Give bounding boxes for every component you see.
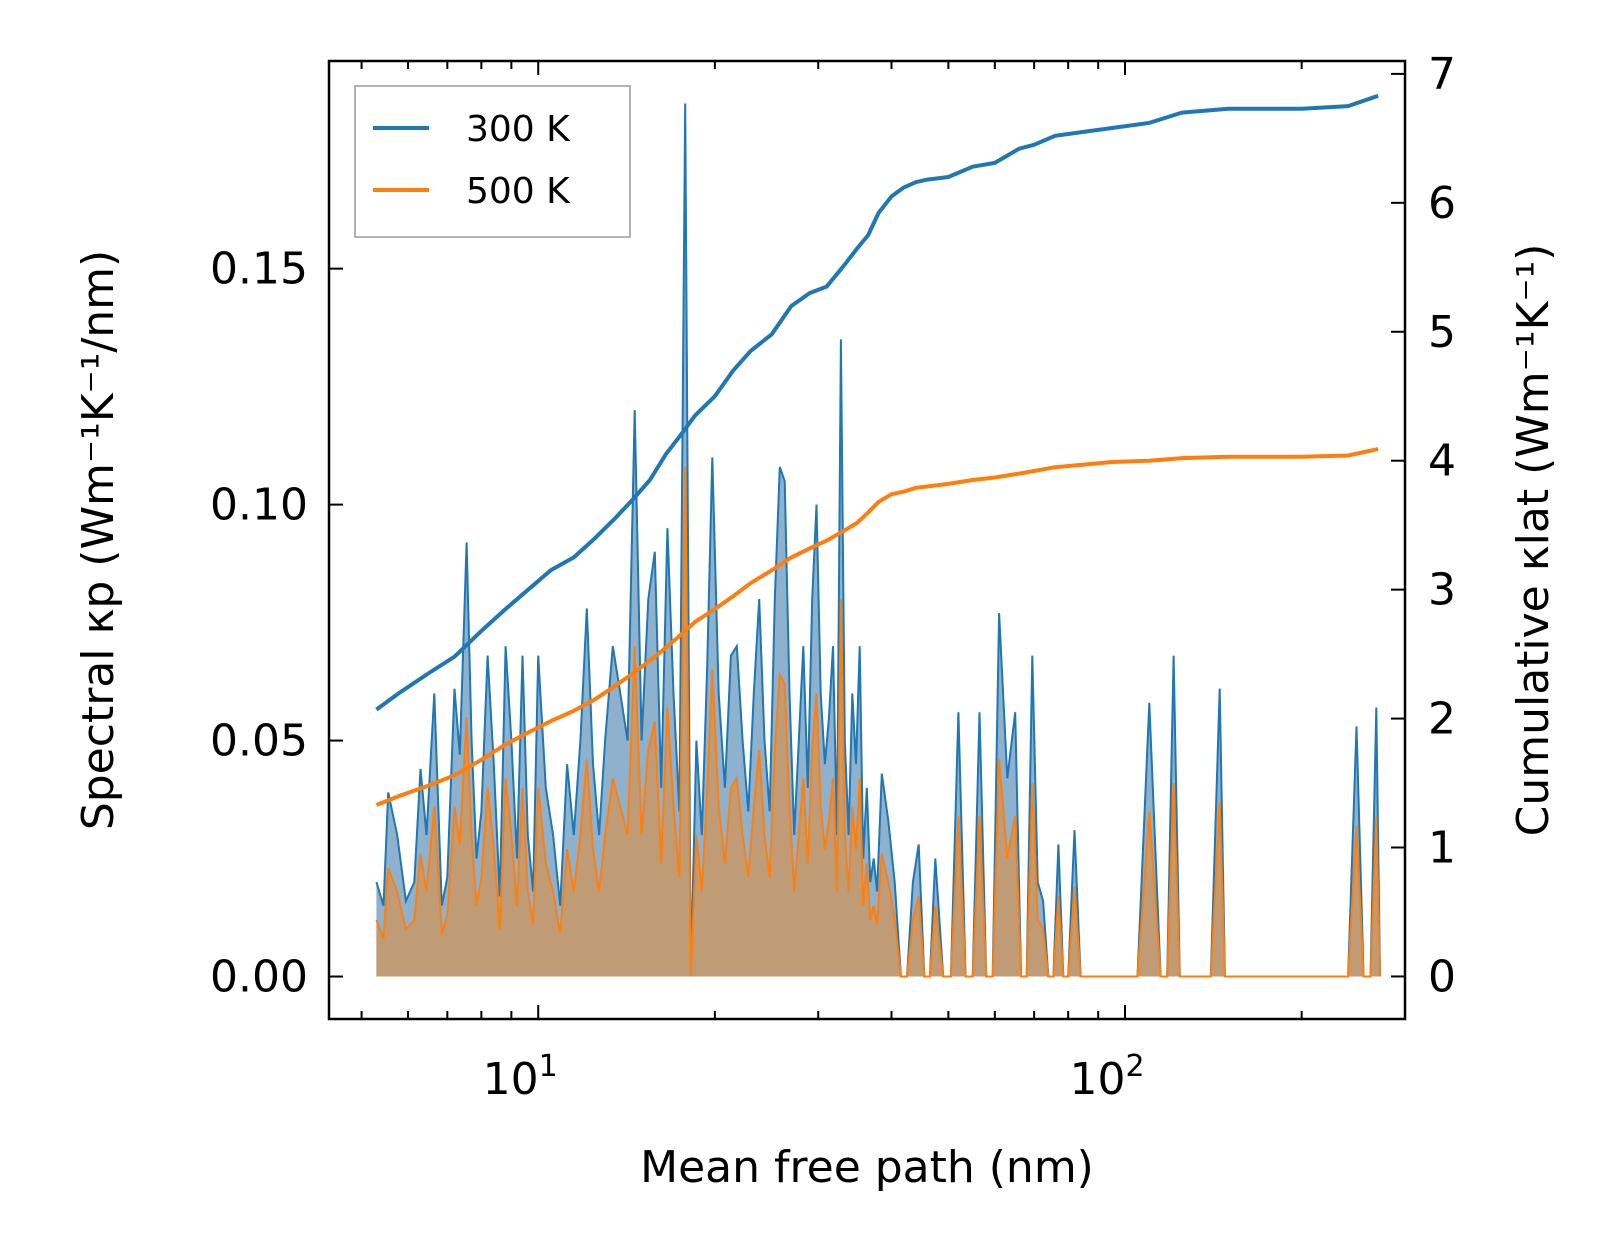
y-right-tick-label: 1 bbox=[1428, 823, 1456, 874]
y-right-tick-label: 3 bbox=[1428, 565, 1456, 616]
cumulative-line-300k bbox=[375, 93, 1379, 712]
y-left-tick-label: 0.10 bbox=[210, 480, 308, 531]
y-left-tick-label: 0.05 bbox=[210, 716, 308, 767]
ticks-layer bbox=[329, 61, 1406, 1019]
y-left-tick-label: 0.00 bbox=[210, 952, 308, 1003]
y-right-tick-label: 0 bbox=[1428, 951, 1456, 1002]
plot-frame bbox=[327, 59, 1407, 1021]
cumulative-line-500k bbox=[375, 447, 1379, 807]
y-right-tick-label: 7 bbox=[1428, 49, 1456, 100]
spectral-layer bbox=[375, 103, 1381, 978]
legend-label-300k: 300 K bbox=[466, 109, 571, 150]
y-right-tick-label: 2 bbox=[1428, 694, 1456, 745]
spectral-area-500k bbox=[376, 466, 1380, 977]
legend-frame bbox=[354, 85, 631, 238]
y-right-tick-label: 4 bbox=[1428, 436, 1456, 487]
y-right-tick-label: 5 bbox=[1428, 307, 1456, 358]
y-right-tick-label: 6 bbox=[1428, 178, 1456, 229]
y-axis-left-label: Spectral κp (Wm⁻¹K⁻¹/nm) bbox=[73, 250, 124, 830]
y-axis-right-label: Cumulative κlat (Wm⁻¹K⁻¹) bbox=[1508, 244, 1559, 837]
y-left-tick-label: 0.15 bbox=[210, 244, 308, 295]
x-tick-label: 102 bbox=[1069, 1049, 1144, 1105]
x-axis-label: Mean free path (nm) bbox=[640, 1142, 1094, 1193]
spectral-area-300k bbox=[376, 103, 1380, 977]
cumulative-layer bbox=[375, 93, 1379, 807]
tick-labels-layer: 101 102 0.00 0.05 0.10 0.15 0 1 2 3 4 5 6 7 bbox=[210, 49, 1456, 1105]
x-tick-label: 101 bbox=[483, 1049, 558, 1105]
spectral-line-500k bbox=[375, 466, 1381, 978]
legend-label-500k: 500 K bbox=[466, 171, 571, 212]
legend: 300 K 500 K bbox=[354, 85, 631, 238]
